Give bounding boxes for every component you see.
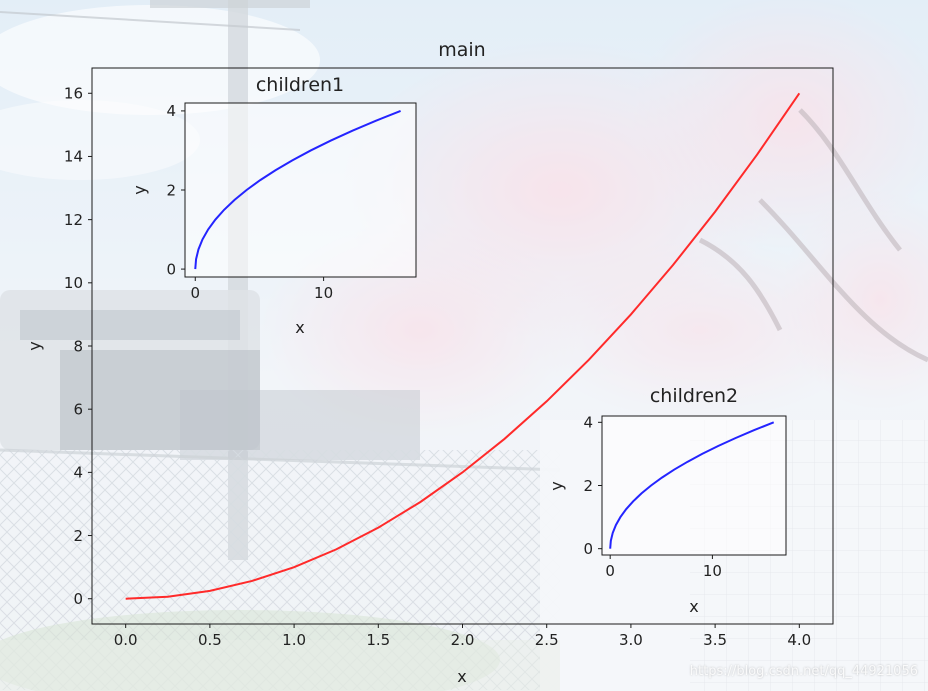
children2-ytick-label: 2 — [583, 477, 593, 495]
main-xtick-label: 1.0 — [282, 631, 306, 649]
children1-title: children1 — [256, 74, 344, 96]
children2-ylabel: y — [547, 481, 566, 490]
children2-plot-frame — [601, 415, 787, 556]
main-ytick-label: 6 — [73, 400, 83, 418]
main-ytick-label: 8 — [73, 337, 83, 355]
children1-ytick-label: 4 — [166, 102, 176, 120]
children2-ytick-label: 4 — [583, 414, 593, 432]
main-xtick-label: 0.5 — [198, 631, 222, 649]
children1-xlabel: x — [295, 318, 304, 337]
main-ytick-label: 10 — [64, 274, 83, 292]
children2-xlabel: x — [689, 597, 698, 616]
main-ylabel: y — [25, 341, 44, 350]
main-plot-frame — [91, 67, 834, 625]
children2-ytick-label: 0 — [583, 540, 593, 558]
children2-title: children2 — [650, 385, 738, 407]
main-series-line — [125, 92, 801, 600]
children1-plot-background — [185, 103, 416, 277]
main-xtick-label: 3.5 — [703, 631, 727, 649]
main-xtick-label: 0.0 — [114, 631, 138, 649]
main-xtick-label: 3.0 — [619, 631, 643, 649]
children2-xtick-label: 10 — [703, 562, 722, 580]
children1-plot-frame — [184, 102, 417, 278]
children1-ticks: 0 10 0 2 4 — [166, 102, 333, 302]
children1-ylabel: y — [130, 185, 149, 194]
main-xtick-label: 1.5 — [366, 631, 390, 649]
children2-ticks: 0 10 0 2 4 — [583, 414, 721, 580]
children1-xtick-label: 0 — [190, 284, 200, 302]
main-xlabel: x — [457, 667, 466, 686]
children2-xtick-label: 0 — [605, 562, 615, 580]
children1-inset-chart: children1 0 10 0 2 4 x y — [130, 74, 417, 337]
children2-plot-background — [602, 416, 786, 555]
children2-inset-chart: children2 0 10 0 2 4 x y — [547, 385, 787, 616]
children1-ytick-label: 0 — [166, 260, 176, 278]
main-ytick-label: 2 — [73, 527, 83, 545]
csdn-watermark: https://blog.csdn.net/qq_44921056 — [689, 664, 918, 679]
main-chart-title: main — [438, 39, 485, 61]
children1-xtick-label: 10 — [314, 284, 333, 302]
main-xtick-label: 4.0 — [787, 631, 811, 649]
main-xtick-label: 2.5 — [535, 631, 559, 649]
children1-series-line — [194, 109, 401, 270]
children1-ytick-label: 2 — [166, 181, 176, 199]
main-ytick-label: 0 — [73, 590, 83, 608]
main-ytick-label: 16 — [64, 85, 83, 103]
main-ytick-label: 4 — [73, 464, 83, 482]
main-xtick-label: 2.0 — [451, 631, 475, 649]
main-ytick-label: 14 — [64, 148, 83, 166]
main-chart-ticks: 0.0 0.5 1.0 1.5 2.0 2.5 3.0 3.5 4.0 0 2 4 6 8 10 12 14 16 — [64, 85, 811, 649]
children2-series-line — [609, 421, 775, 549]
main-chart: main 0.0 0.5 1.0 1.5 2.0 2.5 3.0 3.5 4.0 0 2 4 6 8 10 1… — [25, 39, 834, 686]
main-ytick-label: 12 — [64, 211, 83, 229]
